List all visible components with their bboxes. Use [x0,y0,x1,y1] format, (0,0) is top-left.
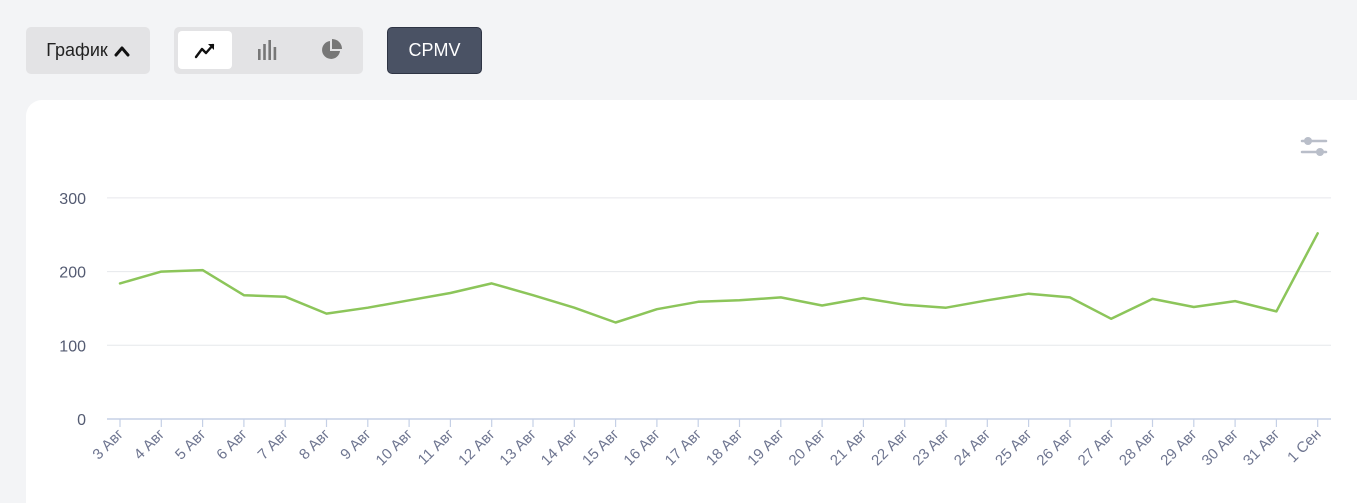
chart-toggle-label: График [46,40,108,60]
data-point[interactable] [984,297,990,303]
x-tick-label: 16 Авг [620,425,664,469]
x-tick-label: 8 Авг [296,425,334,463]
data-point[interactable] [778,294,784,300]
x-tick-label: 23 Авг [909,425,953,469]
line-chart-button[interactable] [178,31,232,69]
data-point[interactable] [489,280,495,286]
data-point[interactable] [902,302,908,308]
x-tick-label: 15 Авг [579,425,623,469]
data-point[interactable] [1315,230,1321,236]
y-tick-label: 200 [59,265,86,282]
x-tick-label: 13 Авг [496,425,540,469]
x-tick-label: 26 Авг [1033,425,1077,469]
pie-chart-icon [322,39,342,59]
x-tick-label: 27 Авг [1075,425,1119,469]
series-line [118,232,1319,324]
x-tick-label: 10 Авг [373,425,417,469]
x-tick-label: 28 Авг [1116,425,1160,469]
data-point[interactable] [613,319,619,325]
line-chart-icon [194,43,215,59]
data-point[interactable] [571,305,577,311]
x-tick-label: 22 Авг [868,425,912,469]
data-point[interactable] [819,303,825,309]
x-tick-label: 9 Авг [337,425,375,463]
x-tick-label: 19 Авг [744,425,788,469]
y-tick-label: 100 [59,338,86,355]
x-tick-label: 30 Авг [1199,425,1243,469]
x-tick-label: 12 Авг [455,425,499,469]
data-point[interactable] [241,292,247,298]
data-point[interactable] [654,306,660,312]
x-tick-label: 18 Авг [703,425,747,469]
chart-type-switcher [174,27,363,74]
x-tick-label: 24 Авг [951,425,995,469]
data-point[interactable] [860,295,866,301]
y-tick-label: 300 [59,191,86,208]
chart-toggle-button[interactable]: График [26,27,150,74]
x-tick-label: 29 Авг [1157,425,1201,469]
data-point[interactable] [365,305,371,311]
y-tick-label: 0 [77,412,86,429]
chart-card [26,100,1357,503]
cpmv-label: CPMV [408,40,461,60]
data-point[interactable] [1191,304,1197,310]
pie-chart-button[interactable] [304,31,358,69]
chevron-up-icon [114,46,130,56]
data-point[interactable] [282,294,288,300]
data-point[interactable] [200,267,206,273]
x-tick-label: 5 Авг [172,425,210,463]
x-tick-label: 6 Авг [213,425,251,463]
x-tick-label: 11 Авг [415,425,458,468]
x-tick-label: 17 Авг [662,425,706,469]
data-point[interactable] [1108,316,1114,322]
data-point[interactable] [530,292,536,298]
sliders-icon [1300,137,1328,156]
data-point[interactable] [737,297,743,303]
x-tick-label: 1 Сен [1284,426,1324,466]
data-point[interactable] [1026,291,1032,297]
x-tick-label: 25 Авг [992,425,1036,469]
x-tick-label: 21 Авг [827,425,871,469]
data-point[interactable] [943,305,949,311]
data-point[interactable] [1273,308,1279,314]
data-point[interactable] [324,311,330,317]
cpmv-metric-button[interactable]: CPMV [387,27,482,74]
x-tick-label: 14 Авг [538,425,582,469]
x-tick-label: 31 Авг [1240,425,1284,469]
data-point[interactable] [406,297,412,303]
bar-chart-icon [258,40,277,60]
x-tick-label: 3 Авг [89,425,127,463]
x-tick-label: 7 Авг [255,425,293,463]
data-point[interactable] [158,269,164,275]
data-point[interactable] [1150,296,1156,302]
x-tick-label: 20 Авг [786,425,830,469]
x-tick-label: 4 Авг [131,425,169,463]
data-point[interactable] [117,280,123,286]
data-point[interactable] [447,290,453,296]
data-point[interactable] [695,299,701,305]
data-point[interactable] [1232,298,1238,304]
chart-settings-button[interactable] [1300,134,1328,160]
bar-chart-button[interactable] [240,31,294,69]
data-point[interactable] [1067,294,1073,300]
